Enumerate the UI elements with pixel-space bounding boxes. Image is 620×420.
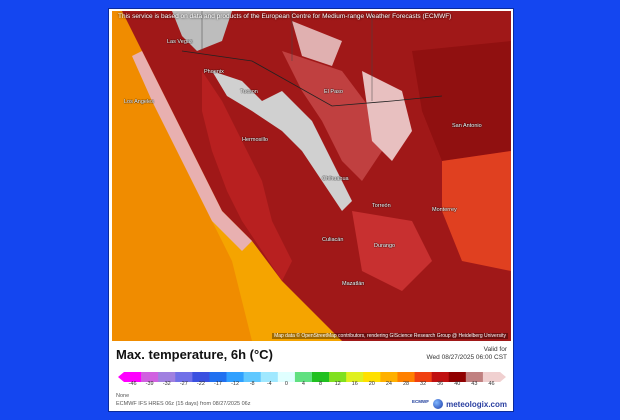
color-scale-step: [260, 372, 279, 382]
color-scale-step: [482, 372, 501, 382]
color-scale-step: [431, 372, 450, 382]
color-scale-step: [141, 372, 159, 382]
color-scale-svg: [118, 372, 506, 382]
scale-tick-label: 24: [385, 381, 392, 387]
scale-tick-label: -17: [214, 381, 222, 387]
scale-tick-label: -27: [179, 381, 188, 387]
color-scale-step: [448, 372, 467, 382]
scale-tick-label: -8: [249, 381, 255, 387]
us-mexico-border: [181, 50, 443, 107]
bajio-red: [352, 211, 432, 291]
scale-tick-label: -4: [266, 381, 272, 387]
ecmwf-logo: ECMWF: [412, 399, 429, 404]
scale-tick-label: 40: [454, 381, 461, 387]
scale-tick-label: 46: [488, 381, 495, 387]
globe-icon: [433, 399, 444, 409]
color-scale-step: [465, 372, 484, 382]
temperature-map[interactable]: This service is based on data and produc…: [112, 11, 511, 341]
scale-tick-label: -39: [145, 381, 154, 387]
scale-tick-label: -12: [231, 381, 240, 387]
arizona-pink: [292, 21, 342, 66]
scale-tick-label: 4: [301, 381, 305, 387]
scale-tick-label: 28: [402, 381, 410, 387]
color-scale-step: [346, 372, 364, 382]
valid-time-block: Valid for Wed 08/27/2025 06:00 CST: [427, 346, 507, 362]
color-scale-step: [363, 372, 381, 382]
scale-tick-label: -32: [162, 381, 171, 387]
ocean-warm-band: [112, 11, 252, 341]
city-label: San Antonio: [452, 123, 482, 129]
scale-tick-label: -46: [128, 381, 137, 387]
forecast-panel: This service is based on data and produc…: [108, 8, 514, 412]
scale-left-arrow: [118, 372, 124, 382]
plateau-grey: [212, 71, 352, 211]
valid-time: Wed 08/27/2025 06:00 CST: [426, 354, 507, 361]
city-label: Mazatlán: [342, 281, 365, 287]
scale-tick-label: 36: [437, 381, 444, 387]
baja-peninsula: [202, 71, 292, 281]
legend-panel: Max. temperature, 6h (°C) Valid for Wed …: [112, 343, 511, 411]
color-scale-step: [312, 372, 330, 382]
scale-tick-label: 20: [368, 381, 375, 387]
city-label: Chihuahua: [322, 176, 349, 182]
model-run-info: ECMWF IFS HRES 06z (15 days) from 08/27/…: [116, 401, 251, 407]
city-label: Las Vegas: [167, 39, 193, 45]
scale-tick-label: 8: [319, 381, 323, 387]
color-scale-step: [294, 372, 313, 382]
map-canvas: [112, 11, 511, 341]
color-scale-step: [397, 372, 415, 382]
scale-tick-label: 16: [351, 381, 358, 387]
color-scale-bar: [118, 369, 506, 382]
city-label: Monterrey: [432, 207, 457, 213]
color-scale-step: [124, 372, 142, 382]
sierra-pink: [362, 71, 412, 161]
city-label: Hermosillo: [242, 137, 268, 143]
city-label: Phoenix: [204, 69, 224, 75]
color-scale-step: [329, 372, 347, 382]
texas-dark: [412, 41, 511, 161]
scale-tick-label: 43: [471, 381, 478, 387]
color-scale-step: [380, 372, 398, 382]
map-attribution: Map data © OpenStreetMap contributors, r…: [272, 333, 508, 339]
legend-footnote: None: [116, 393, 130, 399]
color-scale-step: [277, 372, 296, 382]
scale-tick-label: 0: [284, 381, 288, 387]
city-label: El Paso: [324, 89, 343, 95]
color-scale-step: [175, 372, 193, 382]
coastal-band: [132, 51, 252, 251]
brand-name: meteologix.com: [446, 399, 507, 409]
scale-tick-label: 32: [420, 381, 427, 387]
scale-right-arrow: [500, 372, 506, 382]
ecmwf-credit: This service is based on data and produc…: [118, 13, 452, 20]
color-scale-step: [192, 372, 210, 382]
city-label: Tucson: [240, 89, 258, 95]
city-label: Torreón: [372, 203, 391, 209]
valid-label: Valid for: [483, 346, 507, 353]
city-label: Durango: [374, 243, 396, 249]
color-scale-step: [209, 372, 227, 382]
city-label: Los Angeles: [124, 99, 154, 105]
scale-tick-label: 12: [334, 381, 341, 387]
color-scale-ticks: -46 -39 -32 -27 -22 -17 -12 -8 -4 0 4 8 12 16 20 24 28 32…: [118, 381, 506, 389]
gulf-orange: [442, 151, 511, 271]
color-scale-step: [158, 372, 176, 382]
brand-link[interactable]: meteologix.com: [433, 399, 507, 409]
color-scale-step: [243, 372, 262, 382]
city-label: Culiacán: [322, 237, 344, 243]
scale-tick-label: -22: [196, 381, 205, 387]
color-scale-step: [226, 372, 244, 382]
highland-red: [282, 51, 382, 181]
legend-title: Max. temperature, 6h (°C): [116, 347, 273, 362]
color-scale-step: [414, 372, 432, 382]
